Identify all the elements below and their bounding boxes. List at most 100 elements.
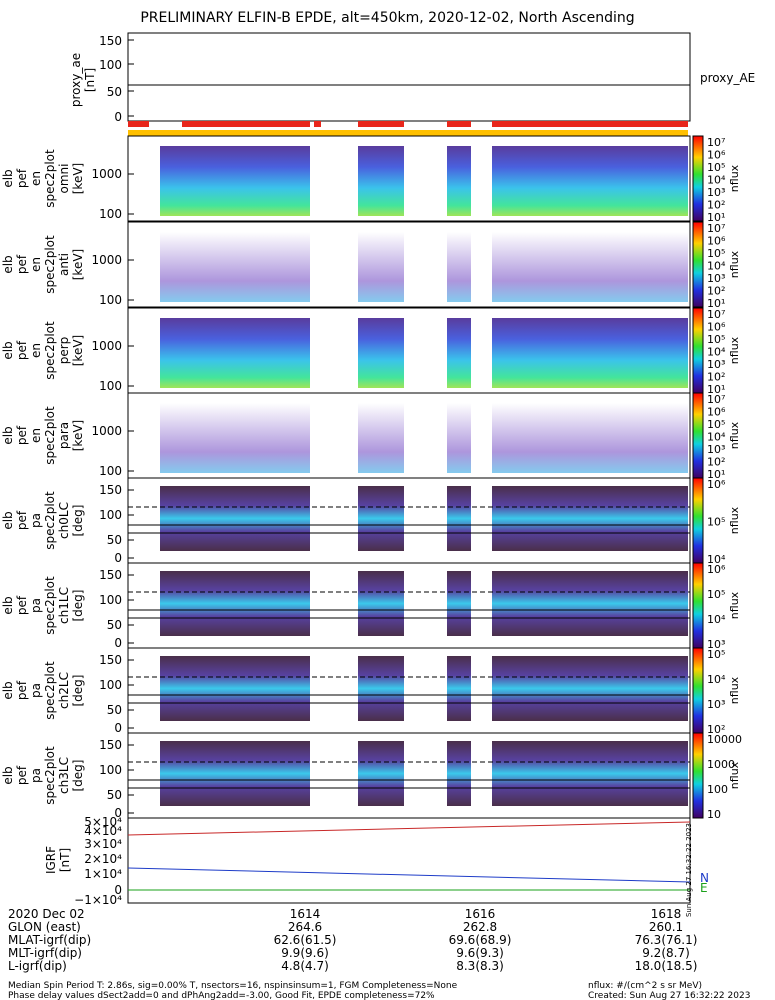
colorbar-tick-label: 10⁷	[707, 393, 725, 406]
panel-ylabel: anti	[57, 253, 71, 276]
colorbar-tick-label: 10³	[707, 186, 725, 199]
panel-tick-label: 100	[99, 293, 122, 307]
panel-ylabel: spec2plot	[43, 746, 57, 805]
spectrogram-block	[492, 741, 688, 806]
panel-tick-label: 0	[114, 551, 122, 565]
panel-ylabel: ch1LC	[57, 587, 71, 624]
footer-row-label: 2020 Dec 02	[8, 907, 85, 921]
colorbar-tick-label: 10³	[707, 638, 725, 651]
colorbar-tick-label: 10⁶	[707, 478, 726, 491]
spectrogram-block	[358, 571, 404, 636]
colorbar	[692, 647, 704, 734]
footer-row-value: 69.6(68.9)	[449, 933, 512, 947]
science-zone-bar	[358, 121, 404, 127]
panel-ylabel: elb	[1, 426, 15, 444]
proxy-ae-tick-label: 100	[99, 58, 122, 72]
panel-ylabel: en	[29, 257, 43, 272]
footer-row-value: 4.8(4.7)	[281, 959, 329, 973]
panel-ylabel: elb	[1, 511, 15, 529]
colorbar-tick-label: 10⁷	[707, 308, 725, 321]
spectrogram-block	[160, 232, 310, 302]
proxy-ae-tick-label: 50	[107, 85, 122, 99]
colorbar-tick-label: 10⁴	[707, 673, 726, 686]
spectrogram-block	[358, 232, 404, 302]
colorbar-tick-label: 10⁶	[707, 235, 726, 248]
footer-side-stamp: Sun Aug 27 16:32:22 2023	[685, 823, 693, 917]
igrf-legend-N: N	[700, 871, 709, 885]
footer-row-value: 262.8	[463, 920, 497, 934]
panel-tick-label: 150	[99, 483, 122, 497]
panel-ylabel: spec2plot	[43, 661, 57, 720]
proxy-ae-legend: proxy_AE	[700, 71, 755, 85]
colorbar-label: nflux	[728, 250, 741, 278]
colorbar-tick-label: 10¹	[707, 468, 725, 481]
footer-row-label: MLAT-igrf(dip)	[8, 933, 91, 947]
panel-tick-label: 1000	[91, 167, 122, 181]
spectrogram-block	[160, 656, 310, 721]
colorbar-tick-label: 10³	[707, 272, 725, 285]
spectrogram-block	[447, 571, 471, 636]
panel-ylabel: pef	[15, 765, 29, 785]
science-zone-bar	[182, 121, 310, 127]
colorbar-tick-label: 10¹	[707, 383, 725, 396]
panel-ylabel: pef	[15, 425, 29, 445]
colorbar-tick-label: 10²	[707, 371, 725, 384]
colorbar-tick-label: 100	[707, 783, 728, 796]
panel-ylabel: spec2plot	[43, 406, 57, 465]
colorbar-label: nflux	[728, 164, 741, 192]
panel-frame	[127, 221, 691, 308]
panel-tick-label: 0	[114, 721, 122, 735]
proxy-ae-ylabel-unit: [nT]	[83, 68, 97, 92]
spectrogram-block	[492, 232, 688, 302]
spectrogram-block	[358, 403, 404, 473]
spectrogram-block	[358, 318, 404, 388]
spectrogram-block	[447, 656, 471, 721]
colorbar-label: nflux	[728, 336, 741, 364]
spectrogram-block	[447, 741, 471, 806]
colorbar-tick-label: 10¹	[707, 211, 725, 224]
colorbar-tick-label: 10⁴	[707, 260, 726, 273]
coverage-bar	[128, 130, 688, 136]
colorbar-tick-label: 10⁶	[707, 563, 726, 576]
panel-ylabel: [deg]	[71, 760, 85, 792]
footer-row-label: L-igrf(dip)	[8, 959, 67, 973]
igrf-frame	[127, 817, 691, 904]
colorbar-tick-label: 10⁵	[707, 333, 725, 346]
colorbar-tick-label: 10⁵	[707, 247, 725, 260]
panel-tick-label: 100	[99, 207, 122, 221]
colorbar	[692, 221, 704, 308]
footer-created: Created: Sun Aug 27 16:32:22 2023	[588, 991, 750, 1000]
panel-ylabel: perp	[57, 337, 71, 365]
footer-row-value: 9.2(8.7)	[642, 946, 690, 960]
panel-ylabel: spec2plot	[43, 149, 57, 208]
colorbar-tick-label: 10⁵	[707, 648, 725, 661]
colorbar-tick-label: 10⁴	[707, 174, 726, 187]
panel-ylabel: spec2plot	[43, 321, 57, 380]
panel-ylabel: para	[57, 422, 71, 449]
proxy-ae-ylabel: proxy_ae	[69, 53, 83, 107]
panel-ylabel: [deg]	[71, 675, 85, 707]
chart-title: PRELIMINARY ELFIN-B EPDE, alt=450km, 202…	[140, 10, 635, 26]
spectrogram-block	[447, 403, 471, 473]
igrf-tick-label: 4×10⁴	[84, 824, 122, 838]
panel-ylabel: [keV]	[71, 163, 85, 194]
igrf-total-line	[127, 821, 691, 836]
panel-tick-label: 1000	[91, 339, 122, 353]
colorbar-tick-label: 10⁶	[707, 149, 726, 162]
panel-tick-label: 100	[99, 593, 122, 607]
footer-row-label: MLT-igrf(dip)	[8, 946, 82, 960]
spectrogram-block	[160, 741, 310, 806]
colorbar-tick-label: 10	[707, 808, 721, 821]
panel-tick-label: 1000	[91, 424, 122, 438]
footer-note: Median Spin Period T: 2.86s, sig=0.00% T…	[8, 981, 458, 991]
spectrogram-block	[358, 486, 404, 551]
colorbar-tick-label: 10⁴	[707, 346, 726, 359]
colorbar-tick-label: 10²	[707, 723, 725, 736]
colorbar-tick-label: 10⁴	[707, 613, 726, 626]
igrf-tick-label: 3×10⁴	[84, 837, 122, 851]
colorbar-tick-label: 10⁵	[707, 161, 725, 174]
colorbar-label: nflux	[728, 421, 741, 449]
panel-tick-label: 50	[107, 788, 122, 802]
spectrogram-block	[160, 486, 310, 551]
